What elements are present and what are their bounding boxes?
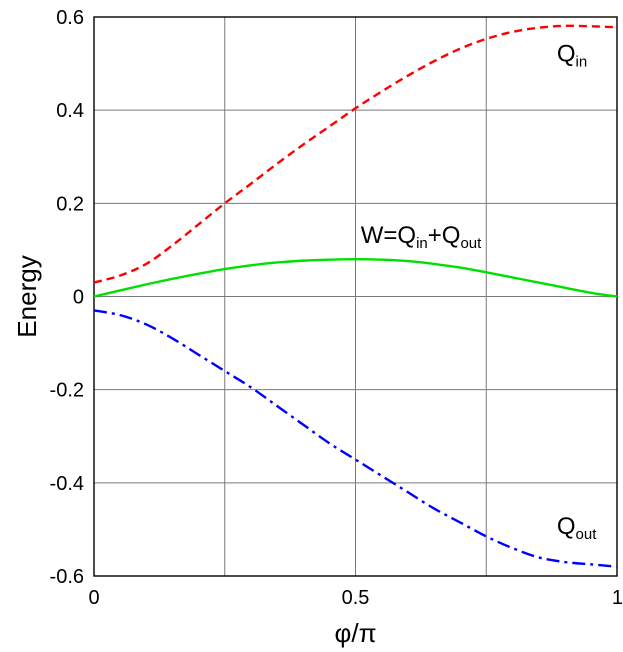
x-tick-labels: 0 0.5 1 — [88, 587, 623, 609]
series-line-0 — [93, 24, 618, 284]
y-tick-label: -0.6 — [50, 566, 84, 588]
y-tick-labels: -0.6 -0.4 -0.2 0 0.2 0.4 0.6 — [50, 7, 84, 588]
series-line-1 — [93, 258, 618, 298]
y-axis-title: Energy — [12, 255, 42, 337]
x-tick-label: 0.5 — [342, 587, 370, 609]
annotation-q-in: Qin — [557, 40, 587, 70]
y-tick-label: 0.2 — [56, 193, 84, 215]
annotations: Qin W=Qin+Qout Qout — [361, 40, 597, 543]
series-group — [93, 24, 618, 568]
y-tick-label: -0.2 — [50, 380, 84, 402]
y-tick-label: 0.6 — [56, 7, 84, 29]
x-axis-title: φ/π — [334, 618, 376, 648]
y-tick-label: -0.4 — [50, 473, 84, 495]
annotation-q-out: Qout — [557, 513, 597, 543]
series-line-2 — [93, 309, 618, 568]
x-tick-label: 1 — [612, 587, 623, 609]
y-tick-label: 0 — [73, 287, 84, 309]
annotation-w-sum: W=Qin+Qout — [361, 222, 482, 252]
x-tick-label: 0 — [88, 587, 99, 609]
grid — [93, 16, 618, 577]
y-tick-label: 0.4 — [56, 100, 84, 122]
